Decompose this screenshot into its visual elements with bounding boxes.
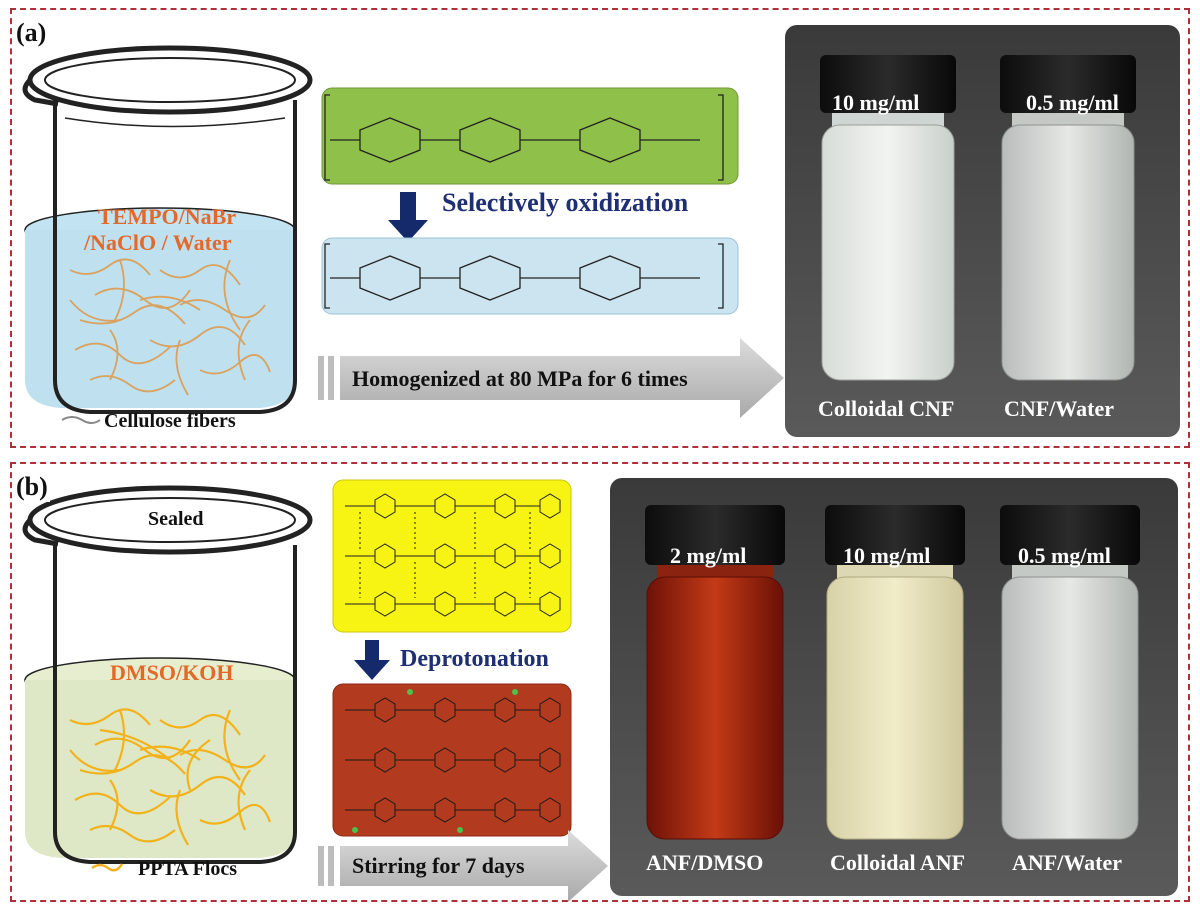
vial-a1-caption: Colloidal CNF	[818, 396, 955, 421]
vial-b1-caption: ANF/DMSO	[646, 850, 764, 875]
ppta-flocs-legend: PPTA Flocs	[138, 858, 238, 880]
homogenize-label: Homogenized at 80 MPa for 6 times	[352, 366, 688, 391]
vial-a1-concentration: 10 mg/ml	[832, 90, 920, 115]
homogenize-arrow	[318, 338, 784, 418]
stirring-arrow	[318, 830, 608, 902]
photo-b	[610, 478, 1178, 896]
ppta-structure-box	[332, 479, 572, 633]
oxidized-cellulose-box	[321, 237, 739, 315]
deprotonated-structure-box	[332, 683, 572, 837]
deprotonation-label: Deprotonation	[400, 646, 549, 672]
stirring-label: Stirring for 7 days	[352, 853, 525, 878]
panel-b	[10, 462, 1190, 902]
beaker-b	[22, 485, 313, 864]
beaker-a-solution-line2: /NaClO / Water	[84, 230, 232, 255]
beaker-b-solution: DMSO/KOH	[110, 660, 234, 685]
vial-b2-caption: Colloidal ANF	[830, 850, 966, 875]
vial-b1-concentration: 2 mg/ml	[670, 543, 747, 568]
vial-a2-caption: CNF/Water	[1004, 396, 1114, 421]
beaker-a-solution-line1: TEMPO/NaBr	[98, 204, 237, 229]
oxidization-label: Selectively oxidization	[442, 188, 689, 217]
beaker-a	[22, 45, 313, 414]
oxidization-arrow	[388, 192, 428, 242]
ppta-flocs	[69, 708, 272, 846]
beaker-b-sealed-label: Sealed	[148, 508, 204, 530]
vial-b3-caption: ANF/Water	[1012, 850, 1122, 875]
cellulose-structure-box	[321, 87, 739, 185]
vial-b2-concentration: 10 mg/ml	[843, 543, 931, 568]
cellulose-fibers-legend: Cellulose fibers	[104, 410, 236, 432]
deprotonation-arrow	[354, 640, 390, 680]
vial-a2-concentration: 0.5 mg/ml	[1026, 90, 1119, 115]
cellulose-fibers	[69, 258, 271, 396]
photo-a	[785, 25, 1180, 437]
panel-a-label: (a)	[14, 18, 49, 48]
vial-b3-concentration: 0.5 mg/ml	[1018, 543, 1111, 568]
panel-a	[10, 8, 1190, 448]
fiber-legend-icon	[61, 416, 101, 424]
floc-legend-icon	[91, 863, 124, 872]
panel-b-label: (b)	[14, 472, 50, 502]
